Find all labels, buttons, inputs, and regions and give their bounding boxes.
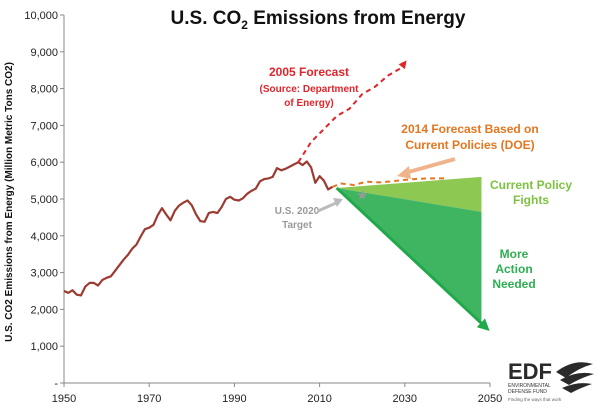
target-star-icon [357,190,367,200]
more-action-label-3: Needed [492,277,535,291]
y-tick-label: 1,000 [30,341,58,353]
edf-logo-line1: ENVIRONMENTAL [508,383,551,389]
edf-logo-text: EDF [508,359,552,384]
historical-line [63,160,333,297]
chart-title: U.S. CO2 Emissions from Energy [171,8,466,32]
forecast-2005-label: 2005 Forecast [269,65,349,79]
current-policy-region [336,176,482,212]
y-axis-label: U.S. CO2 Emissions from Energy (Million … [4,62,15,342]
forecast-2005-source-2: of Energy) [284,98,333,109]
x-tick-label: 2010 [307,393,331,405]
current-policy-label: Current Policy [490,178,572,192]
edf-logo-tagline: Finding the ways that work [508,397,562,402]
series-lines [63,60,490,331]
policy-regions [336,176,482,323]
y-tick-label: 7,000 [30,120,58,132]
x-tick-label: 1950 [52,393,76,405]
y-tick-label: 10,000 [24,10,58,22]
y-tick-label: 8,000 [30,84,58,96]
more-action-region [336,187,482,323]
y-tick-label: 6,000 [30,157,58,169]
x-tick-label: 2030 [393,393,417,405]
target-label: U.S. 2020 [275,206,320,217]
edf-bird-icon [556,362,594,393]
edf-logo: EDF ENVIRONMENTAL DEFENSE FUND Finding t… [508,359,594,402]
forecast-2014-label: 2014 Forecast Based on [401,122,538,136]
more-action-arrow [335,186,490,331]
y-tick-label: 3,000 [30,268,58,280]
y-tick-label: 4,000 [30,231,58,243]
forecast-2014-label-2: Current Policies (DOE) [405,138,534,152]
target-pointer-head [333,198,343,207]
x-tick-label: 1990 [222,393,246,405]
x-tick-label: 2050 [478,393,502,405]
current-policy-label-2: Fights [513,193,549,207]
more-action-label: More [500,247,529,261]
y-tick-label: - [54,378,58,390]
x-tick-labels: 1950 1970 1990 2010 2030 2050 [52,383,502,405]
forecast-2014-line [332,177,448,188]
y-tick-label: 9,000 [30,47,58,59]
forecast-2014-pointer [404,157,456,175]
target-label-2: Target [282,220,312,231]
y-tick-labels: - 1,000 2,000 3,000 4,000 5,000 6,000 7,000 8,00… [24,10,64,390]
more-action-label-2: Action [495,262,532,276]
y-tick-label: 2,000 [30,304,58,316]
forecast-2014-pointer-head [397,166,411,179]
edf-logo-line2: DEFENSE FUND [508,389,547,395]
forecast-2005-source: (Source: Department [260,84,360,95]
forecast-2005-line [297,60,407,163]
x-tick-label: 1970 [137,393,161,405]
target-pointer [317,201,337,213]
y-tick-label: 5,000 [30,194,58,206]
